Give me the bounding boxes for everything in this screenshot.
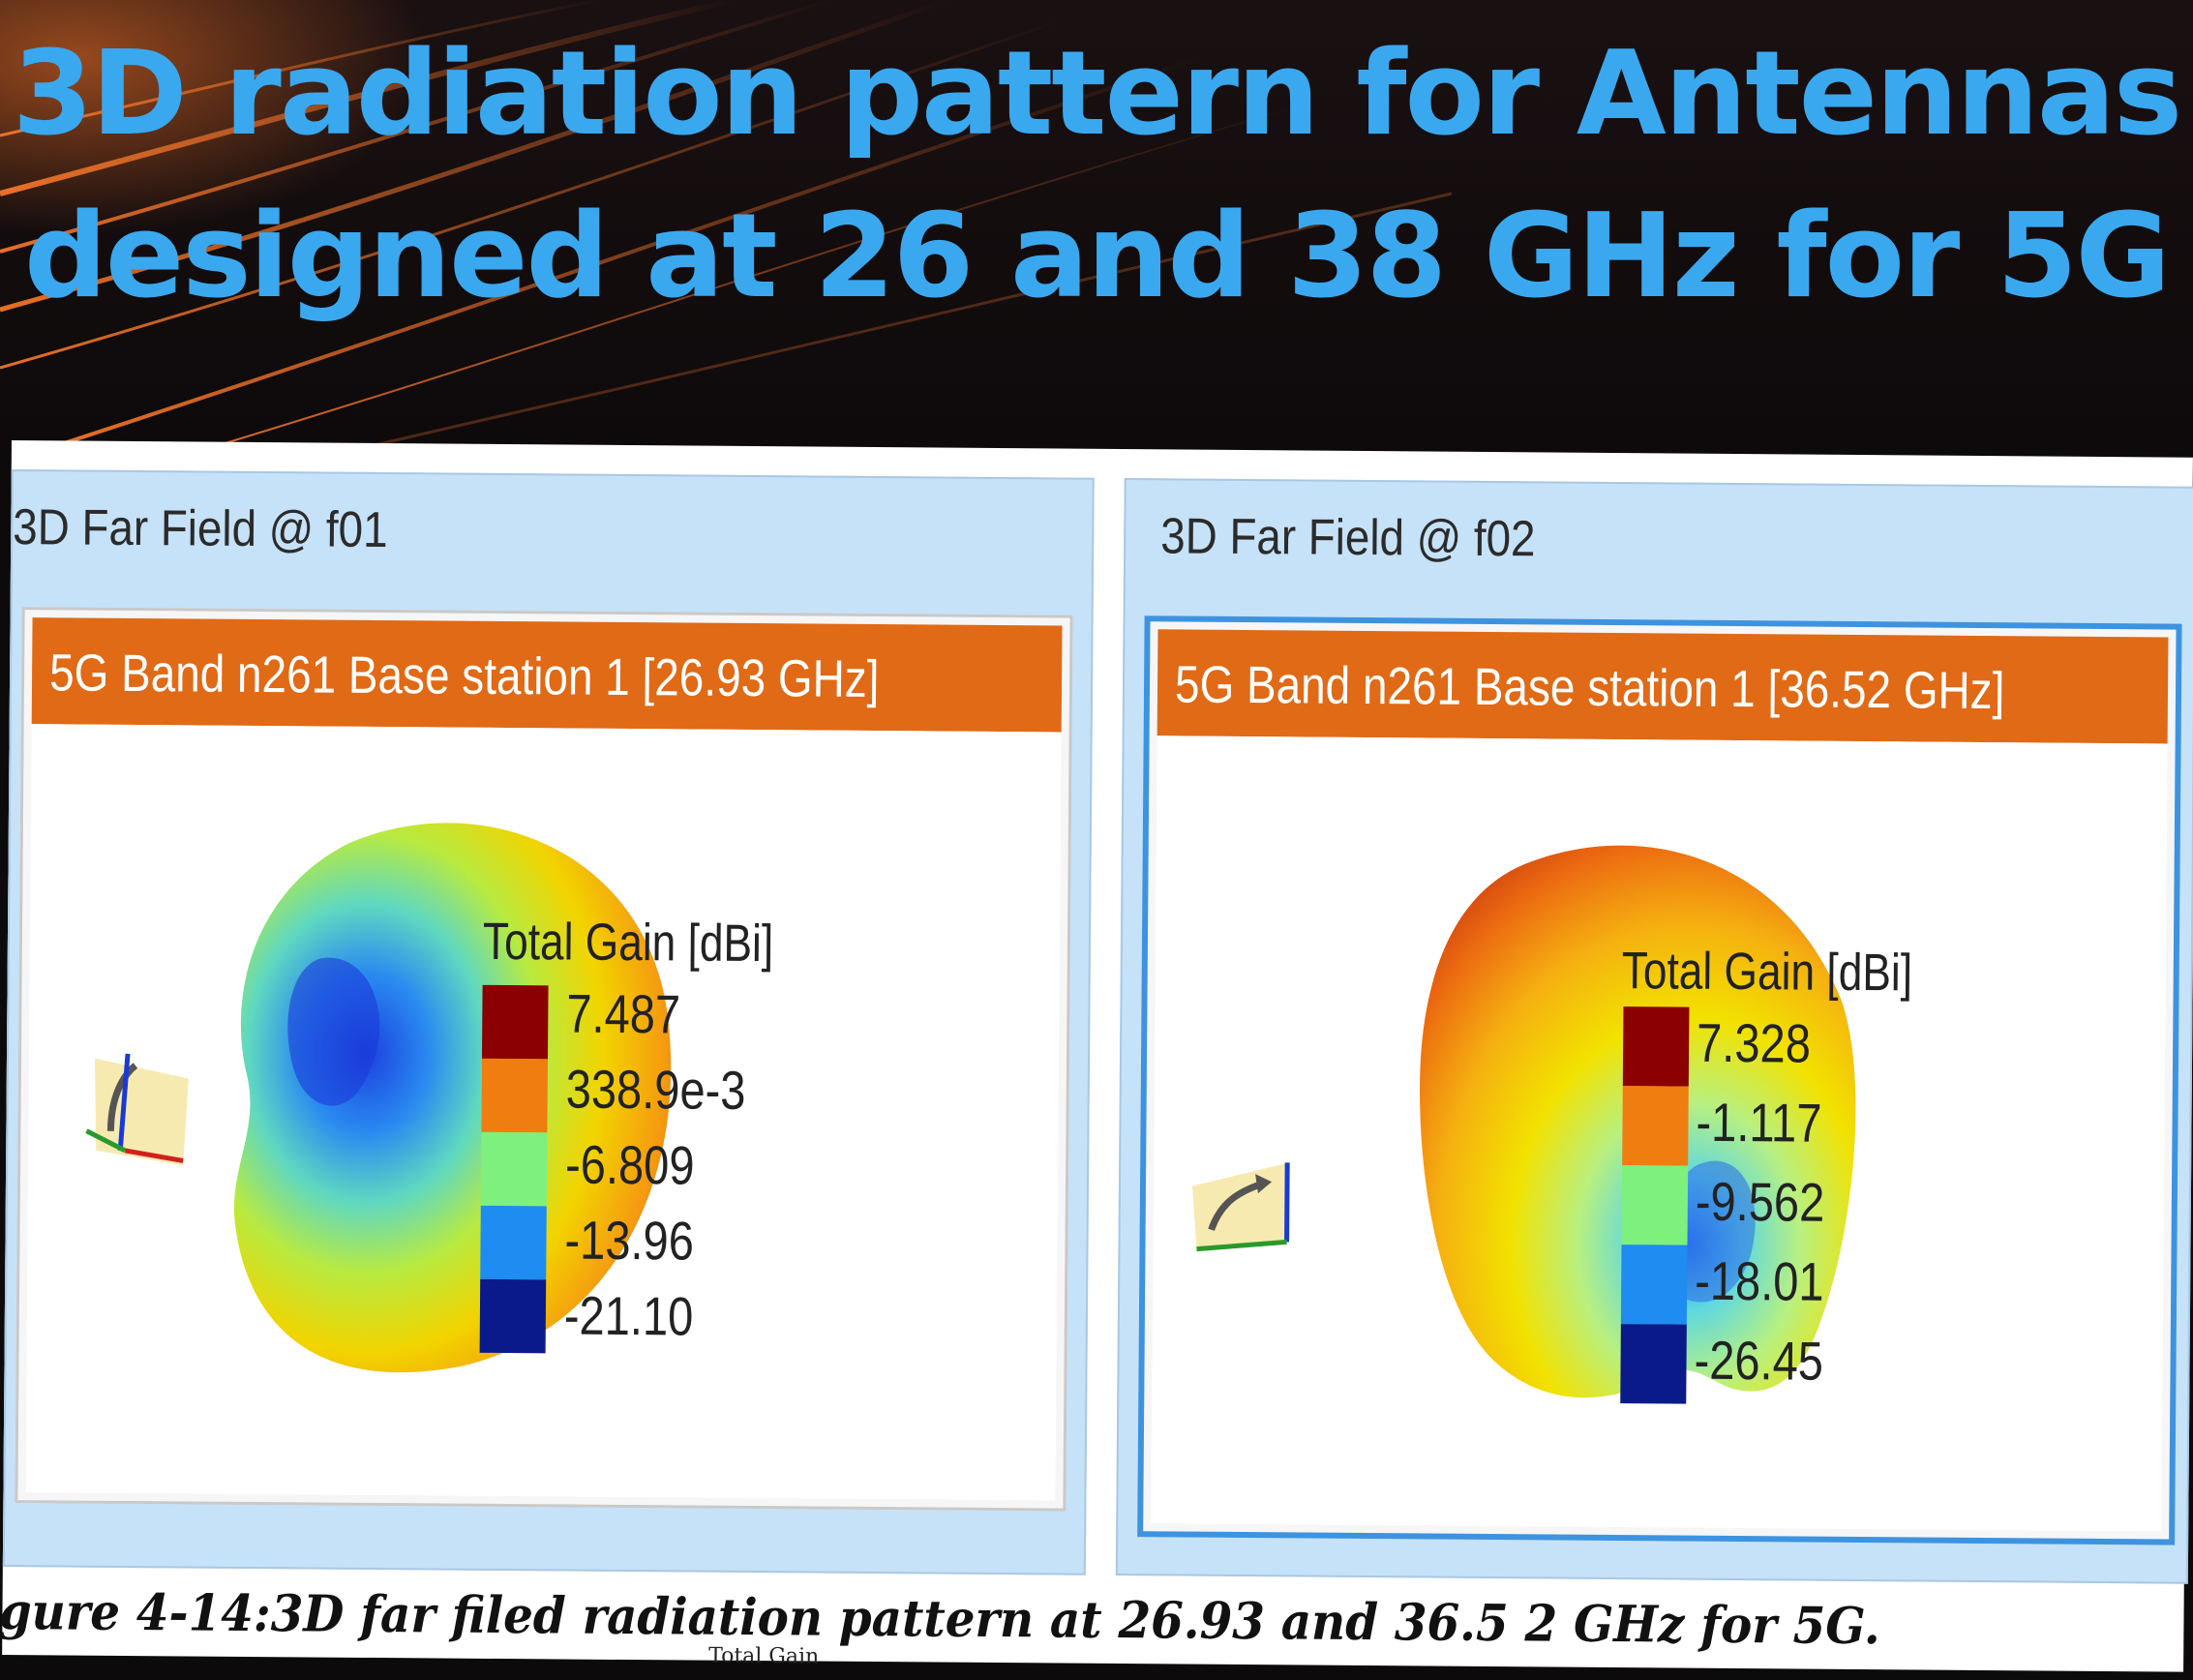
far-field-window-f02: 3D Far Field @ f02 5G Band n261 Base sta… xyxy=(1115,478,2193,1584)
color-scale-segment xyxy=(481,984,549,1060)
legend-value: -18.01 xyxy=(1694,1249,1824,1312)
caption-subtext: Total Gain xyxy=(708,1643,820,1669)
color-scale-segment xyxy=(480,1205,547,1280)
window-title: 3D Far Field @ f02 xyxy=(1160,508,1536,568)
plot-area: Total Gain [dBi] 7.487 338.9e-3 -6.809 -… xyxy=(25,724,1062,1501)
document-figure: 3D Far Field @ f01 5G Band n261 Base sta… xyxy=(0,440,2193,1672)
figure-caption: igure 4-14:3D far filed radiation patter… xyxy=(0,1581,1880,1657)
legend-title: Total Gain [dBi] xyxy=(482,912,774,974)
radiation-pattern-plot xyxy=(85,823,672,1373)
panel-header-text: 5G Band n261 Base station 1 [26.93 GHz] xyxy=(48,644,880,709)
axes-triad-icon xyxy=(1191,1162,1290,1252)
panel-header-text: 5G Band n261 Base station 1 [36.52 GHz] xyxy=(1174,655,2005,721)
legend-value: 7.328 xyxy=(1696,1011,1812,1074)
legend-value: -6.809 xyxy=(564,1133,695,1196)
color-scale-segment xyxy=(480,1131,548,1207)
color-scale-segment xyxy=(1620,1245,1688,1325)
legend-value: -26.45 xyxy=(1694,1329,1824,1392)
color-scale-segment xyxy=(481,1058,548,1133)
headline-line-1: 3D radiation pattern for Antennas xyxy=(12,27,2182,162)
legend-value: 7.487 xyxy=(566,982,681,1045)
color-scale-segment xyxy=(1621,1165,1689,1245)
legend-value: -21.10 xyxy=(563,1284,694,1347)
panel-header: 5G Band n261 Base station 1 [36.52 GHz] xyxy=(1157,629,2169,744)
color-scale-segment xyxy=(1620,1324,1687,1404)
legend-value: 338.9e-3 xyxy=(565,1058,746,1121)
color-scale-segment xyxy=(479,1278,547,1354)
color-scale-segment xyxy=(1622,1006,1690,1087)
legend-value: -9.562 xyxy=(1695,1170,1825,1233)
legend-title: Total Gain [dBi] xyxy=(1621,942,1913,1003)
headline-line-2: designed at 26 and 38 GHz for 5G xyxy=(23,190,2171,324)
axes-triad-icon xyxy=(85,1053,189,1166)
color-scale-bar xyxy=(1620,1006,1690,1404)
legend-value: -13.96 xyxy=(564,1209,695,1272)
hero-banner: 3D radiation pattern for Antennas design… xyxy=(0,0,2193,465)
far-field-window-f01: 3D Far Field @ f01 5G Band n261 Base sta… xyxy=(2,468,1095,1575)
plot-panel: 5G Band n261 Base station 1 [26.93 GHz] xyxy=(15,607,1073,1512)
plot-panel: 5G Band n261 Base station 1 [36.52 GHz] xyxy=(1137,615,2182,1545)
color-scale-bar xyxy=(479,984,549,1354)
window-title: 3D Far Field @ f01 xyxy=(13,499,388,559)
color-scale-segment xyxy=(1622,1086,1689,1166)
legend-value: -1.117 xyxy=(1696,1091,1822,1154)
light-streaks-background xyxy=(0,0,1453,465)
panel-header: 5G Band n261 Base station 1 [26.93 GHz] xyxy=(31,617,1063,733)
plot-area: Total Gain [dBi] 7.328 -1.117 -9.562 -18… xyxy=(1151,735,2168,1532)
